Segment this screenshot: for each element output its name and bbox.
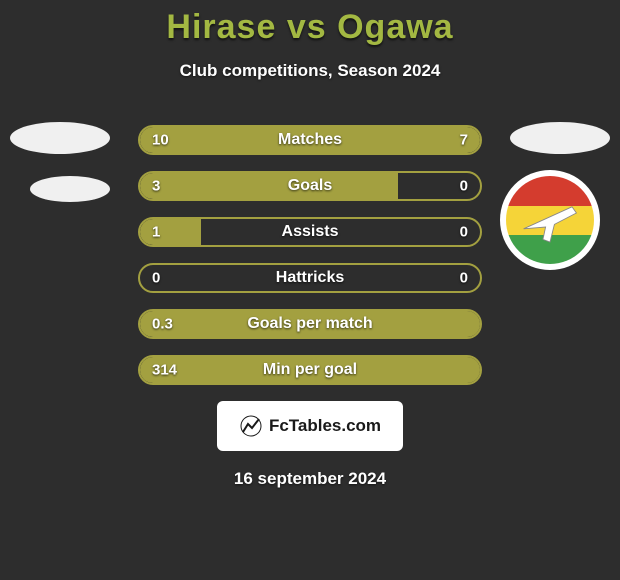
stat-value-right: 0 bbox=[460, 270, 468, 287]
player1-name: Hirase bbox=[166, 8, 276, 46]
stat-fill-left bbox=[140, 173, 398, 199]
stats-section: 107Matches30Goals10Assists00Hattricks0.3… bbox=[0, 125, 620, 385]
stat-label: Hattricks bbox=[276, 269, 344, 287]
subtitle: Club competitions, Season 2024 bbox=[0, 61, 620, 81]
stat-value-left: 0 bbox=[152, 270, 160, 287]
stat-value-left: 3 bbox=[152, 178, 160, 195]
brand-text: FcTables.com bbox=[269, 416, 381, 436]
stat-value-left: 10 bbox=[152, 132, 169, 149]
stat-value-right: 0 bbox=[460, 178, 468, 195]
stat-label: Assists bbox=[282, 223, 339, 241]
stat-label: Matches bbox=[278, 131, 342, 149]
brand-logo-icon bbox=[239, 414, 263, 438]
comparison-card: Hirase vs Ogawa Club competitions, Seaso… bbox=[0, 0, 620, 489]
stat-label: Min per goal bbox=[263, 361, 357, 379]
stat-row: 0.3 Goals per match bbox=[138, 309, 482, 339]
stat-row: 1 0 Assists bbox=[138, 217, 482, 247]
stat-fill-left bbox=[140, 219, 201, 245]
stat-label: Goals per match bbox=[247, 315, 372, 333]
stat-label: Goals bbox=[288, 177, 332, 195]
vs-separator: vs bbox=[287, 8, 327, 46]
footer-date: 16 september 2024 bbox=[0, 469, 620, 489]
player2-name: Ogawa bbox=[337, 8, 453, 46]
stat-value-right: 0 bbox=[460, 224, 468, 241]
stat-value-left: 314 bbox=[152, 362, 177, 379]
stat-row: 10 7 Matches bbox=[138, 125, 482, 155]
stat-value-left: 1 bbox=[152, 224, 160, 241]
stat-value-left: 0.3 bbox=[152, 316, 173, 333]
page-title: Hirase vs Ogawa bbox=[0, 8, 620, 47]
brand-box[interactable]: FcTables.com bbox=[217, 401, 403, 451]
stat-row: 314 Min per goal bbox=[138, 355, 482, 385]
stat-row: 3 0 Goals bbox=[138, 171, 482, 201]
stat-value-right: 7 bbox=[460, 132, 468, 149]
stat-row: 0 0 Hattricks bbox=[138, 263, 482, 293]
